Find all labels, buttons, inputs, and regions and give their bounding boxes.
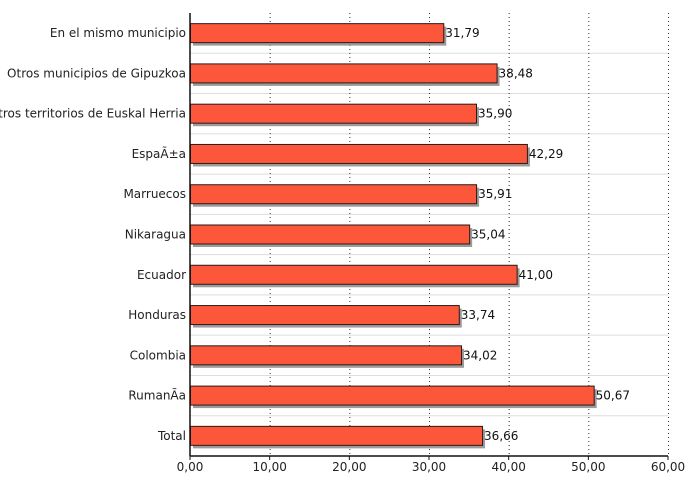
category-label: Otros territorios de Euskal Herria <box>0 107 186 121</box>
x-tick-label: 20,00 <box>332 460 366 474</box>
x-tick-label: 30,00 <box>412 460 446 474</box>
bar <box>190 385 595 406</box>
bar <box>190 224 471 245</box>
bar <box>190 305 460 326</box>
bar <box>190 184 478 205</box>
value-label: 34,02 <box>463 348 497 362</box>
category-label: Honduras <box>128 308 186 322</box>
bar <box>190 425 484 446</box>
value-label: 31,79 <box>445 26 479 40</box>
value-label: 33,74 <box>461 308 495 322</box>
x-axis-ticks: 0,00 10,00 20,00 30,00 40,00 50,00 60,00 <box>177 456 685 474</box>
value-label: 35,90 <box>478 107 512 121</box>
value-label: 35,91 <box>478 187 512 201</box>
value-label: 35,04 <box>471 228 505 242</box>
value-labels: 31,79 38,48 35,90 42,29 35,91 35,04 41,00 33,74… <box>445 26 630 443</box>
bar <box>190 264 518 285</box>
category-label: Total <box>157 429 186 443</box>
value-label: 36,66 <box>484 429 518 443</box>
x-tick-label: 10,00 <box>252 460 286 474</box>
bars <box>190 23 597 449</box>
category-label: Nikaragua <box>125 228 186 242</box>
x-tick-label: 40,00 <box>491 460 525 474</box>
value-label: 41,00 <box>519 268 553 282</box>
value-label: 42,29 <box>529 147 563 161</box>
x-tick-label: 60,00 <box>651 460 685 474</box>
bar <box>190 63 498 84</box>
value-label: 38,48 <box>499 66 533 80</box>
category-label: En el mismo municipio <box>50 26 186 40</box>
category-label: Otros municipios de Gipuzkoa <box>7 66 186 80</box>
category-label: Marruecos <box>123 187 186 201</box>
bar <box>190 345 463 366</box>
x-tick-label: 50,00 <box>571 460 605 474</box>
category-label: RumanÃ­a <box>128 388 186 403</box>
category-label: Colombia <box>130 348 186 362</box>
bar <box>190 103 478 124</box>
category-labels: En el mismo municipio Otros municipios de… <box>0 26 186 443</box>
category-label: EspaÃ±a <box>132 146 186 161</box>
value-label: 50,67 <box>596 389 630 403</box>
bar <box>190 23 445 44</box>
bar <box>190 143 528 164</box>
x-tick-label: 0,00 <box>177 460 204 474</box>
category-label: Ecuador <box>137 268 186 282</box>
